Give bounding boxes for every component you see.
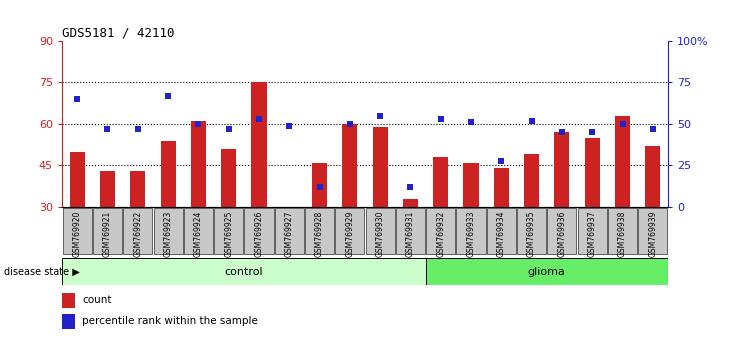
Bar — [645, 146, 661, 207]
Point — [526, 118, 537, 124]
Text: count: count — [82, 295, 112, 305]
Text: percentile rank within the sample: percentile rank within the sample — [82, 316, 258, 326]
Text: GSM769921: GSM769921 — [103, 211, 112, 257]
Text: GSM769926: GSM769926 — [255, 211, 264, 257]
Text: GSM769931: GSM769931 — [406, 211, 415, 257]
Point — [435, 116, 447, 122]
FancyBboxPatch shape — [366, 207, 395, 255]
Point — [465, 119, 477, 125]
Point — [647, 126, 658, 132]
Bar — [221, 149, 237, 207]
Bar — [524, 154, 539, 207]
Bar — [62, 314, 75, 329]
FancyBboxPatch shape — [608, 207, 637, 255]
Bar — [62, 293, 75, 308]
FancyBboxPatch shape — [517, 207, 546, 255]
Bar — [372, 127, 388, 207]
Text: GSM769928: GSM769928 — [315, 211, 324, 257]
Point — [496, 158, 507, 163]
FancyBboxPatch shape — [426, 207, 456, 255]
Bar — [62, 258, 426, 285]
Bar — [312, 163, 327, 207]
Point — [162, 93, 174, 98]
Text: disease state ▶: disease state ▶ — [4, 267, 80, 277]
Point — [586, 129, 598, 135]
Text: GSM769939: GSM769939 — [648, 211, 657, 257]
FancyBboxPatch shape — [638, 207, 667, 255]
Bar — [493, 168, 509, 207]
FancyBboxPatch shape — [123, 207, 153, 255]
Text: GSM769925: GSM769925 — [224, 211, 233, 257]
Bar — [130, 171, 145, 207]
Text: GSM769929: GSM769929 — [345, 211, 354, 257]
Bar — [433, 157, 448, 207]
Text: GSM769938: GSM769938 — [618, 211, 627, 257]
Point — [617, 121, 629, 127]
Text: control: control — [225, 267, 263, 277]
Bar — [69, 152, 85, 207]
Point — [556, 129, 568, 135]
Text: GSM769932: GSM769932 — [437, 211, 445, 257]
Point — [72, 96, 83, 102]
FancyBboxPatch shape — [153, 207, 182, 255]
Bar — [554, 132, 569, 207]
Text: GSM769937: GSM769937 — [588, 211, 596, 257]
Bar — [251, 82, 266, 207]
Bar — [191, 121, 206, 207]
Bar — [100, 171, 115, 207]
Point — [223, 126, 234, 132]
Text: GDS5181 / 42110: GDS5181 / 42110 — [62, 27, 174, 40]
Bar — [403, 199, 418, 207]
FancyBboxPatch shape — [396, 207, 425, 255]
Point — [193, 121, 204, 127]
Text: GSM769924: GSM769924 — [194, 211, 203, 257]
Text: glioma: glioma — [528, 267, 566, 277]
Bar — [585, 138, 600, 207]
Point — [283, 123, 295, 129]
FancyBboxPatch shape — [184, 207, 213, 255]
Text: GSM769922: GSM769922 — [134, 211, 142, 257]
Bar — [426, 258, 668, 285]
FancyBboxPatch shape — [548, 207, 577, 255]
Bar — [615, 115, 630, 207]
Bar — [161, 141, 176, 207]
FancyBboxPatch shape — [214, 207, 243, 255]
Point — [374, 113, 386, 118]
Text: GSM769936: GSM769936 — [558, 211, 566, 257]
Point — [344, 121, 356, 127]
Point — [101, 126, 113, 132]
Bar — [342, 124, 358, 207]
FancyBboxPatch shape — [335, 207, 364, 255]
Point — [314, 184, 326, 190]
FancyBboxPatch shape — [63, 207, 92, 255]
FancyBboxPatch shape — [456, 207, 485, 255]
Text: GSM769930: GSM769930 — [376, 211, 385, 257]
FancyBboxPatch shape — [305, 207, 334, 255]
Text: GSM769923: GSM769923 — [164, 211, 172, 257]
FancyBboxPatch shape — [274, 207, 304, 255]
Point — [404, 184, 416, 190]
Text: GSM769927: GSM769927 — [285, 211, 293, 257]
FancyBboxPatch shape — [93, 207, 122, 255]
Text: GSM769934: GSM769934 — [497, 211, 506, 257]
FancyBboxPatch shape — [245, 207, 274, 255]
FancyBboxPatch shape — [577, 207, 607, 255]
FancyBboxPatch shape — [487, 207, 516, 255]
Point — [253, 116, 265, 122]
Point — [132, 126, 144, 132]
Text: GSM769935: GSM769935 — [527, 211, 536, 257]
Text: GSM769920: GSM769920 — [73, 211, 82, 257]
Text: GSM769933: GSM769933 — [466, 211, 475, 257]
Bar — [464, 163, 479, 207]
